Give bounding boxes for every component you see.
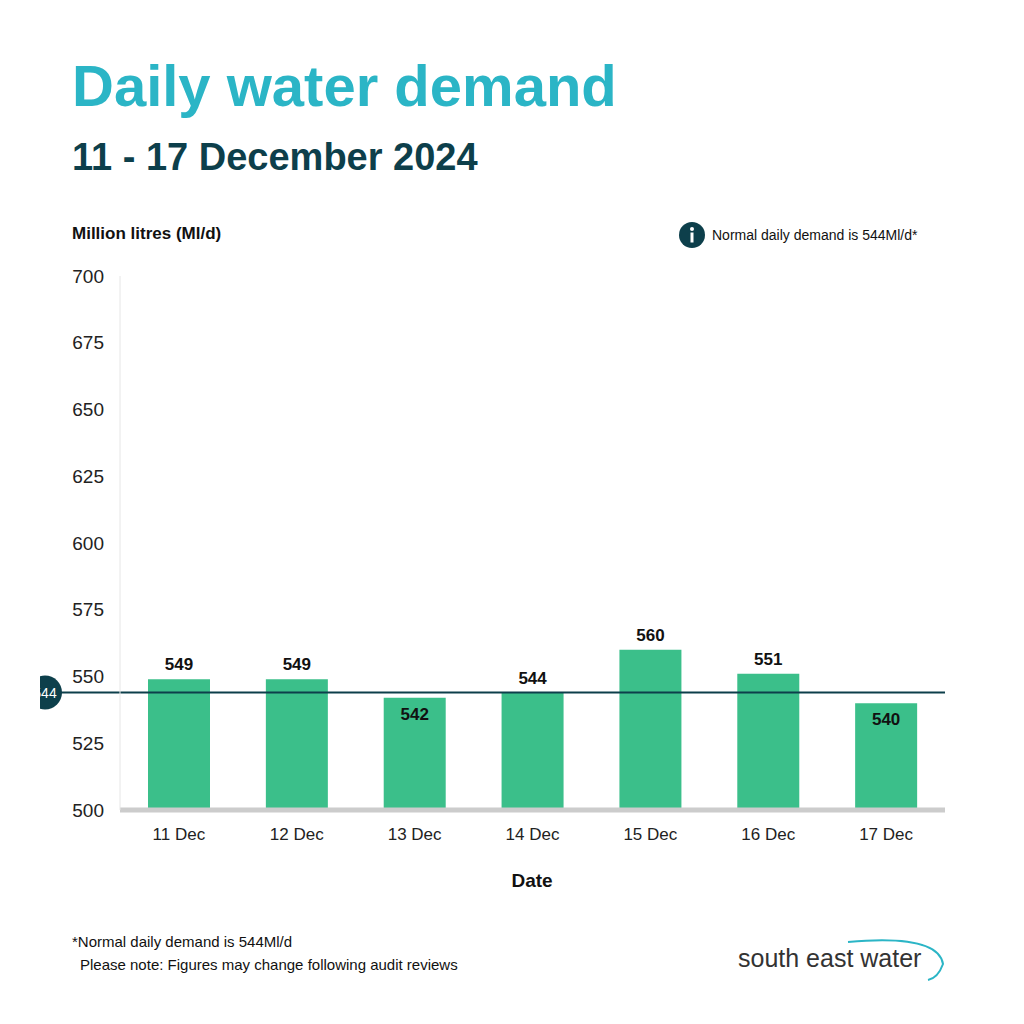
svg-text:549: 549 xyxy=(283,655,311,674)
svg-text:14 Dec: 14 Dec xyxy=(506,825,560,844)
svg-text:700: 700 xyxy=(72,266,104,287)
html-text:Date: Date xyxy=(511,870,553,891)
html-text:Million litres (Ml/d): Million litres (Ml/d) xyxy=(72,224,222,243)
svg-text:549: 549 xyxy=(165,655,193,674)
svg-text:544: 544 xyxy=(518,669,547,688)
svg-text:13 Dec: 13 Dec xyxy=(388,825,442,844)
svg-text:12 Dec: 12 Dec xyxy=(270,825,324,844)
html-text:south east water: south east water xyxy=(738,944,922,972)
svg-text:551: 551 xyxy=(754,650,782,669)
svg-text:675: 675 xyxy=(72,332,104,353)
svg-text:625: 625 xyxy=(72,466,104,487)
svg-text:500: 500 xyxy=(72,800,104,821)
svg-text:525: 525 xyxy=(72,733,104,754)
svg-text:540: 540 xyxy=(872,710,900,729)
svg-text:542: 542 xyxy=(401,705,429,724)
svg-text:544: 544 xyxy=(40,685,57,701)
svg-text:16 Dec: 16 Dec xyxy=(741,825,795,844)
svg-text:575: 575 xyxy=(72,599,104,620)
svg-text:550: 550 xyxy=(72,666,104,687)
html-text:*Normal daily demand is 544Ml/: *Normal daily demand is 544Ml/d xyxy=(72,933,293,950)
html-text:Please note: Figures may chang: Please note: Figures may change followin… xyxy=(80,956,458,973)
svg-text:15 Dec: 15 Dec xyxy=(623,825,677,844)
svg-text:11 Dec: 11 Dec xyxy=(153,825,206,844)
svg-text:650: 650 xyxy=(72,399,104,420)
svg-text:17 Dec: 17 Dec xyxy=(859,825,913,844)
svg-text:560: 560 xyxy=(636,626,664,645)
html-text:Daily water demand: Daily water demand xyxy=(72,53,617,118)
html-text:Normal daily demand is 544Ml/d: Normal daily demand is 544Ml/d* xyxy=(712,227,918,243)
svg-text:600: 600 xyxy=(72,533,104,554)
html-text:11 - 17 December 2024: 11 - 17 December 2024 xyxy=(72,136,478,178)
